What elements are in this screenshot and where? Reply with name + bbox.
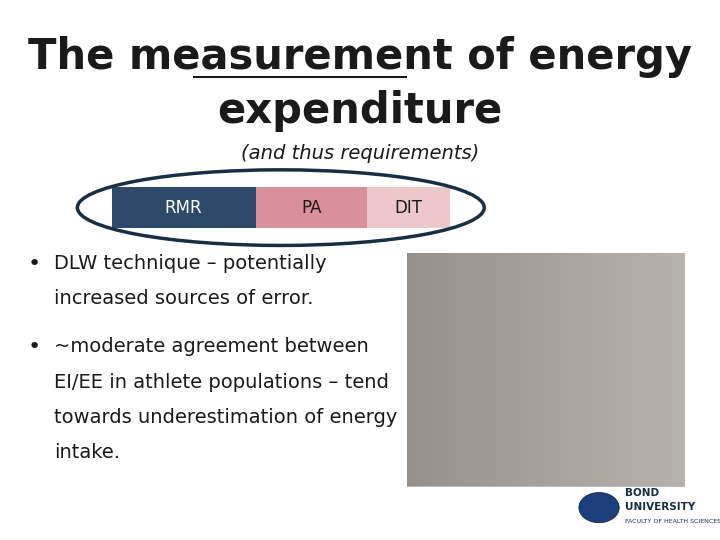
Text: ~moderate agreement between: ~moderate agreement between (54, 338, 369, 356)
Text: The measurement of energy: The measurement of energy (28, 36, 692, 78)
Text: RMR: RMR (165, 199, 202, 217)
Text: (and thus requirements): (and thus requirements) (241, 144, 479, 164)
Text: increased sources of error.: increased sources of error. (54, 289, 313, 308)
Text: •: • (27, 254, 40, 274)
Text: EI/EE in athlete populations – tend: EI/EE in athlete populations – tend (54, 373, 389, 392)
Text: UNIVERSITY: UNIVERSITY (625, 502, 696, 512)
Text: PA: PA (301, 199, 322, 217)
Text: intake.: intake. (54, 443, 120, 462)
Bar (367, 187, 450, 228)
Bar (407, 254, 684, 486)
Text: towards underestimation of energy: towards underestimation of energy (54, 408, 397, 427)
Text: FACULTY OF HEALTH SCIENCES: FACULTY OF HEALTH SCIENCES (625, 519, 720, 524)
Text: DIT: DIT (395, 199, 423, 217)
Text: DLW technique – potentially: DLW technique – potentially (54, 254, 327, 273)
Text: BOND: BOND (625, 488, 659, 498)
Bar (256, 187, 367, 228)
Circle shape (579, 492, 619, 523)
Bar (112, 187, 256, 228)
Text: •: • (27, 338, 40, 357)
Text: expenditure: expenditure (217, 90, 503, 132)
